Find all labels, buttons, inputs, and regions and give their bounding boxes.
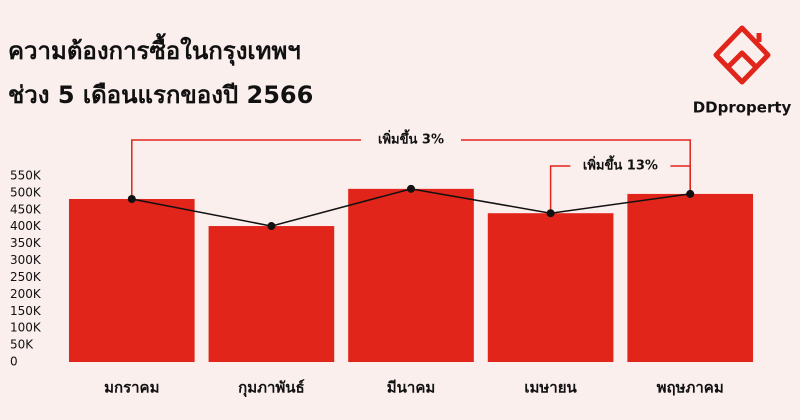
- point: [267, 222, 276, 231]
- annotation-box: [570, 155, 671, 177]
- bar: [68, 198, 195, 362]
- y-tick-label: 300K: [10, 253, 42, 267]
- annotation-label: เพิ่มขึ้น 3%: [378, 129, 444, 148]
- point: [407, 184, 415, 193]
- annotation-label: เพิ่มขึ้น 13%: [583, 155, 658, 174]
- y-tick-label: 400K: [10, 219, 42, 233]
- bar: [208, 226, 335, 362]
- x-tick-label: มกราคม: [104, 379, 159, 397]
- x-tick-label: กุมภาพันธ์: [238, 379, 305, 398]
- y-tick-label: 500K: [10, 185, 42, 199]
- y-tick-label: 50K: [10, 338, 34, 352]
- x-tick-label: เมษายน: [524, 379, 577, 397]
- logo-shape: [726, 50, 758, 69]
- point: [127, 194, 136, 203]
- y-tick-label: 350K: [10, 236, 42, 250]
- point: [686, 189, 695, 198]
- x-tick-label: พฤษภาคม: [657, 379, 724, 397]
- y-tick-label: 450K: [10, 202, 42, 216]
- y-tick-label: 550K: [10, 169, 42, 183]
- x-tick-label: มีนาคม: [387, 379, 436, 397]
- y-tick-label: 100K: [10, 321, 42, 335]
- bar: [627, 193, 754, 362]
- y-tick-label: 150K: [10, 304, 42, 318]
- logo: [713, 25, 771, 85]
- brand-name: DDproperty: [693, 99, 792, 117]
- annotation-box: [361, 129, 461, 151]
- point: [546, 209, 555, 218]
- y-tick-label: 0: [10, 355, 18, 369]
- logo-shape: [713, 25, 771, 85]
- bar: [487, 213, 614, 362]
- y-tick-label: 250K: [10, 270, 42, 284]
- chart-subtitle: ช่วง 5 เดือนแรกของปี 2566: [8, 81, 313, 109]
- y-tick-label: 200K: [10, 287, 42, 301]
- chart-title: ความต้องการซื้อในกรุงเทพฯ: [8, 32, 301, 67]
- bar: [348, 188, 474, 362]
